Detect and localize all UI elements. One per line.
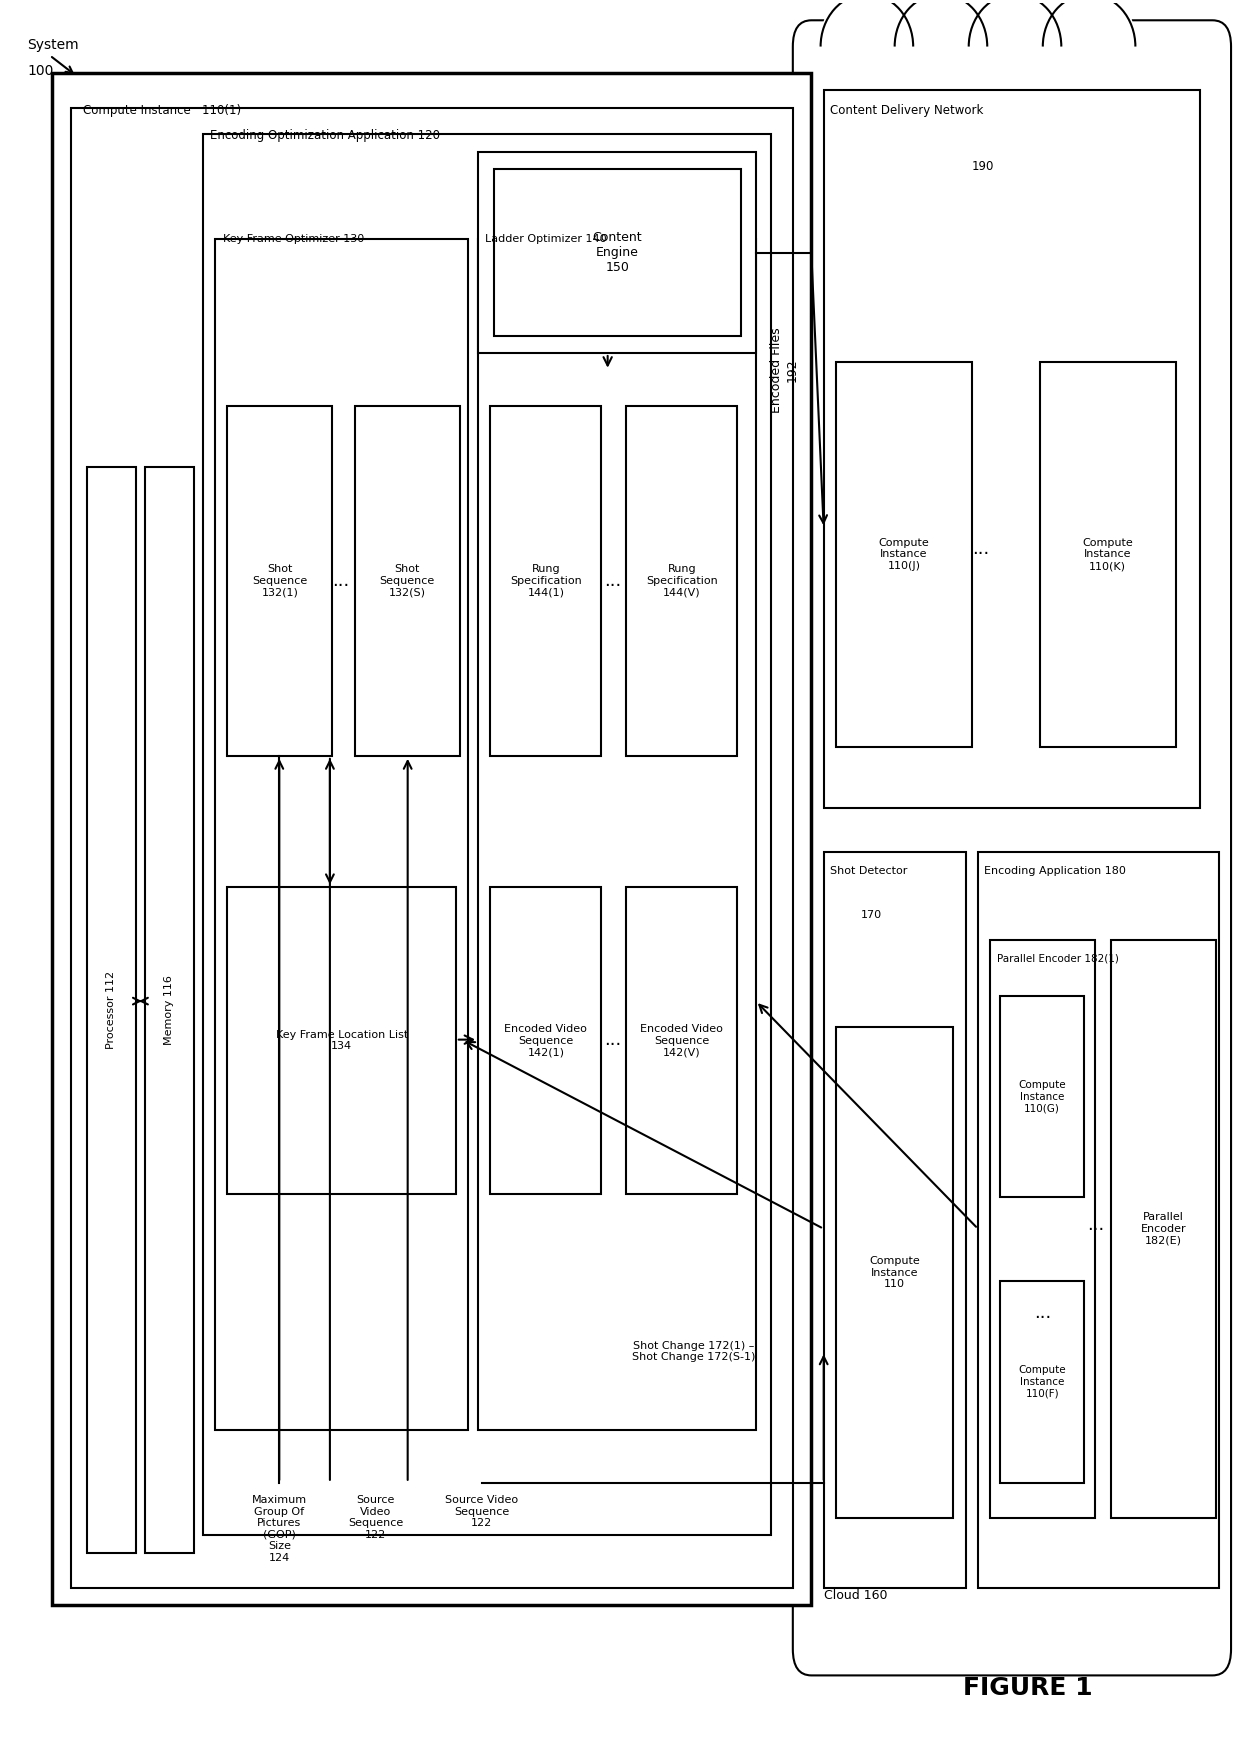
Text: 170: 170 — [861, 910, 882, 921]
Text: Compute
Instance
110(K): Compute Instance 110(K) — [1083, 538, 1133, 571]
FancyBboxPatch shape — [215, 239, 469, 1430]
FancyBboxPatch shape — [87, 467, 136, 1553]
Text: FIGURE 1: FIGURE 1 — [962, 1676, 1092, 1699]
Text: Shot
Sequence
132(1): Shot Sequence 132(1) — [252, 564, 308, 597]
FancyBboxPatch shape — [490, 887, 601, 1193]
Text: Parallel Encoder 182(1): Parallel Encoder 182(1) — [997, 954, 1118, 965]
Text: Content Delivery Network: Content Delivery Network — [830, 104, 983, 118]
Text: Encoded Files
192: Encoded Files 192 — [770, 329, 799, 413]
Text: Key Frame Location List
134: Key Frame Location List 134 — [275, 1030, 408, 1051]
Text: Content
Engine
150: Content Engine 150 — [593, 230, 642, 274]
Text: System: System — [27, 39, 79, 51]
Text: Compute
Instance
110(F): Compute Instance 110(F) — [1018, 1365, 1066, 1399]
Wedge shape — [970, 0, 1060, 46]
FancyBboxPatch shape — [52, 72, 811, 1606]
FancyBboxPatch shape — [203, 134, 770, 1536]
FancyBboxPatch shape — [991, 940, 1095, 1518]
Text: Shot Detector: Shot Detector — [830, 866, 908, 877]
FancyBboxPatch shape — [490, 406, 601, 756]
FancyBboxPatch shape — [479, 151, 756, 353]
Text: ...: ... — [604, 571, 621, 590]
FancyBboxPatch shape — [494, 169, 742, 336]
Text: Memory 116: Memory 116 — [165, 975, 175, 1045]
FancyBboxPatch shape — [1001, 1281, 1084, 1483]
FancyBboxPatch shape — [355, 406, 460, 756]
Text: Shot Change 172(1) –
Shot Change 172(S-1): Shot Change 172(1) – Shot Change 172(S-1… — [632, 1341, 755, 1362]
Wedge shape — [1043, 0, 1135, 46]
Text: Compute
Instance
110(G): Compute Instance 110(G) — [1018, 1081, 1066, 1114]
FancyBboxPatch shape — [836, 362, 972, 747]
Text: Rung
Specification
144(1): Rung Specification 144(1) — [510, 564, 582, 597]
Text: Source
Video
Sequence
122: Source Video Sequence 122 — [348, 1495, 403, 1539]
Text: Ladder Optimizer 140: Ladder Optimizer 140 — [485, 234, 608, 244]
Wedge shape — [821, 0, 913, 46]
FancyBboxPatch shape — [626, 406, 738, 756]
Text: Encoding Optimization Application 120: Encoding Optimization Application 120 — [210, 128, 440, 142]
FancyBboxPatch shape — [1001, 996, 1084, 1197]
Text: ...: ... — [1034, 1304, 1052, 1321]
Text: 190: 190 — [972, 160, 994, 174]
FancyBboxPatch shape — [71, 107, 792, 1588]
FancyBboxPatch shape — [145, 467, 195, 1553]
Text: Cloud 160: Cloud 160 — [823, 1588, 887, 1602]
FancyBboxPatch shape — [1039, 362, 1176, 747]
Text: Encoded Video
Sequence
142(V): Encoded Video Sequence 142(V) — [640, 1024, 723, 1058]
Text: Compute
Instance
110: Compute Instance 110 — [869, 1256, 920, 1290]
Text: ...: ... — [332, 571, 350, 590]
Text: Key Frame Optimizer 130: Key Frame Optimizer 130 — [222, 234, 363, 244]
FancyBboxPatch shape — [227, 887, 456, 1193]
Text: Source Video
Sequence
122: Source Video Sequence 122 — [445, 1495, 518, 1529]
FancyBboxPatch shape — [836, 1028, 954, 1518]
Text: Encoded Video
Sequence
142(1): Encoded Video Sequence 142(1) — [505, 1024, 588, 1058]
Text: ...: ... — [972, 539, 990, 559]
FancyBboxPatch shape — [978, 852, 1219, 1588]
FancyBboxPatch shape — [1111, 940, 1216, 1518]
Text: Rung
Specification
144(V): Rung Specification 144(V) — [646, 564, 718, 597]
Text: Processor 112: Processor 112 — [107, 972, 117, 1049]
Text: Parallel
Encoder
182(E): Parallel Encoder 182(E) — [1141, 1212, 1187, 1246]
Text: 100: 100 — [27, 63, 53, 77]
Text: Encoding Application 180: Encoding Application 180 — [985, 866, 1126, 877]
Text: Compute Instance   110(1): Compute Instance 110(1) — [83, 104, 241, 118]
Text: Shot
Sequence
132(S): Shot Sequence 132(S) — [379, 564, 435, 597]
Wedge shape — [895, 0, 987, 46]
FancyBboxPatch shape — [227, 406, 332, 756]
Text: ...: ... — [604, 1031, 621, 1049]
Text: Maximum
Group Of
Pictures
(GOP)
Size
124: Maximum Group Of Pictures (GOP) Size 124 — [252, 1495, 306, 1564]
FancyBboxPatch shape — [792, 21, 1231, 1676]
FancyBboxPatch shape — [479, 239, 756, 1430]
FancyBboxPatch shape — [626, 887, 738, 1193]
Text: Compute
Instance
110(J): Compute Instance 110(J) — [879, 538, 929, 571]
FancyBboxPatch shape — [823, 90, 1200, 808]
Text: ...: ... — [1086, 1216, 1104, 1233]
FancyBboxPatch shape — [823, 852, 966, 1588]
